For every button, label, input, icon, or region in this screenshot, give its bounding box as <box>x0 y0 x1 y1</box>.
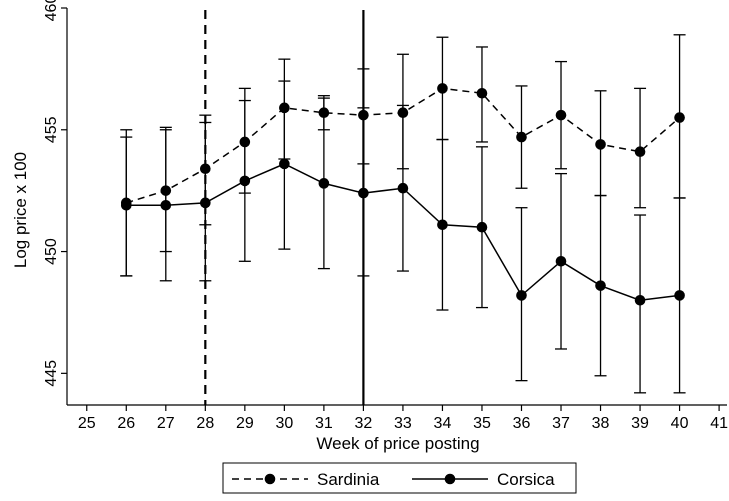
y-tick-label-455: 455 <box>43 116 60 143</box>
x-tick-label-28: 28 <box>196 415 214 432</box>
y-tick-label-450: 450 <box>43 238 60 265</box>
x-tick-label-27: 27 <box>157 415 175 432</box>
x-tick-label-25: 25 <box>78 415 96 432</box>
corsica-point-29 <box>239 175 251 187</box>
plot-area: 445 450 455 460 25 26 27 28 29 30 31 32 33 34 35 36 37 38… <box>43 0 728 432</box>
legend-label-corsica: Corsica <box>497 470 555 489</box>
x-tick-label-29: 29 <box>236 415 254 432</box>
x-tick-label-35: 35 <box>473 415 491 432</box>
legend-label-sardinia: Sardinia <box>317 470 380 489</box>
x-tick-label-38: 38 <box>592 415 610 432</box>
legend-marker-sardinia <box>264 473 276 485</box>
corsica-point-36 <box>516 290 527 301</box>
corsica-point-37 <box>555 256 567 267</box>
x-tick-label-39: 39 <box>631 415 649 432</box>
x-tick-label-37: 37 <box>552 415 570 432</box>
corsica-point-34 <box>437 219 448 231</box>
x-tick-label-32: 32 <box>355 415 373 432</box>
legend-marker-corsica <box>444 473 456 485</box>
corsica-point-30 <box>279 158 290 170</box>
corsica-point-39 <box>634 294 646 306</box>
sardinia-point-36 <box>516 131 527 143</box>
corsica-point-31 <box>318 178 330 189</box>
sardinia-point-39 <box>634 146 646 157</box>
sardinia-point-34 <box>437 83 448 94</box>
corsica-point-32 <box>358 187 369 199</box>
corsica-point-28 <box>200 197 211 209</box>
x-tick-label-31: 31 <box>315 415 333 432</box>
corsica-point-38 <box>595 280 606 291</box>
y-axis-title: Log price x 100 <box>11 152 30 268</box>
corsica-point-27 <box>160 199 172 211</box>
y-tick-label-460: 460 <box>43 0 60 21</box>
corsica-point-26 <box>120 199 132 211</box>
sardinia-point-37 <box>555 109 567 121</box>
corsica-point-40 <box>674 290 685 301</box>
x-tick-label-36: 36 <box>513 415 531 432</box>
sardinia-point-38 <box>595 139 606 150</box>
corsica-point-35 <box>476 221 488 233</box>
x-tick-label-26: 26 <box>117 415 135 432</box>
x-tick-label-34: 34 <box>434 415 452 432</box>
y-tick-label-445: 445 <box>43 360 60 387</box>
x-tick-label-41: 41 <box>710 415 728 432</box>
sardinia-point-35 <box>476 87 488 99</box>
sardinia-point-40 <box>674 112 685 123</box>
x-tick-label-30: 30 <box>275 415 293 432</box>
corsica-point-33 <box>397 182 409 194</box>
x-tick-label-40: 40 <box>671 415 689 432</box>
x-axis-title: Week of price posting <box>316 434 479 453</box>
legend-frame <box>222 462 577 494</box>
x-tick-label-33: 33 <box>394 415 412 432</box>
legend: Sardinia Corsica <box>222 462 577 494</box>
